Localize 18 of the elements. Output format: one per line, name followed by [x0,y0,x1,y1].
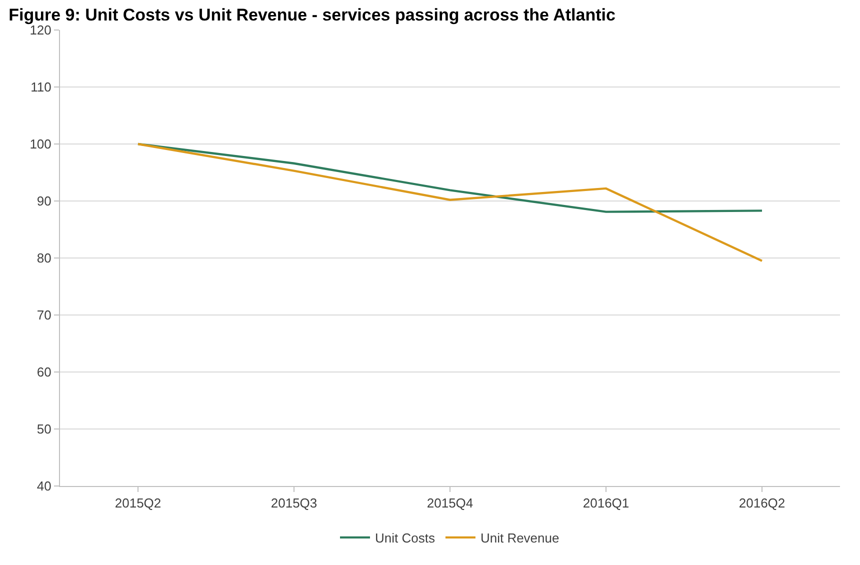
y-tick-label: 60 [36,364,52,380]
y-tick-label: 90 [36,194,52,209]
x-tick-label: 2015Q4 [426,496,474,511]
legend-label: Unit Costs [375,530,436,546]
chart-title: Figure 9: Unit Costs vs Unit Revenue - services passing across the Atlantic [8,5,616,24]
y-tick-label: 70 [36,308,52,323]
y-tick-label: 100 [30,136,52,152]
y-tick-label: 120 [30,22,52,38]
x-tick-label: 2016Q2 [738,496,786,511]
y-tick-label: 50 [36,422,52,437]
x-tick-label: 2015Q2 [114,496,162,511]
legend-label: Unit Revenue [480,530,560,546]
line-series [136,142,764,262]
x-tick-label: 2016Q1 [582,496,630,511]
x-tick-label: 2015Q3 [270,496,318,511]
y-tick-label: 40 [36,478,52,494]
y-tick-label: 110 [30,80,52,95]
y-tick-label: 80 [36,250,52,266]
